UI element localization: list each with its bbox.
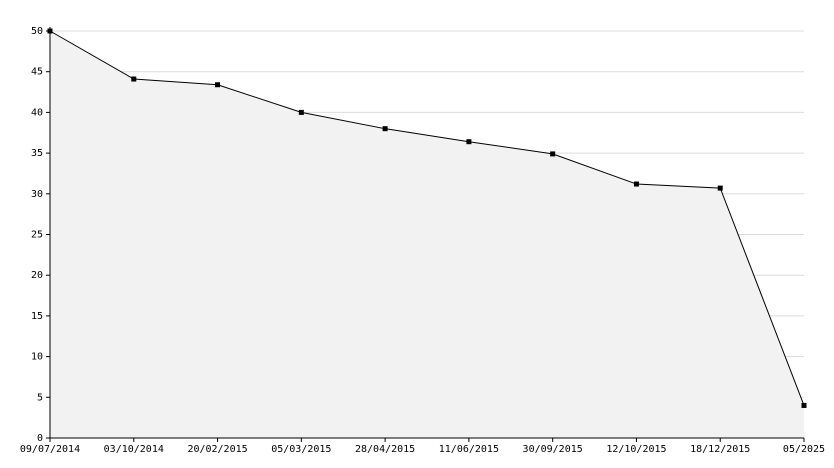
y-tick-label: 20 — [31, 270, 43, 281]
marker — [717, 185, 723, 191]
y-tick-label: 35 — [31, 148, 43, 159]
area-fill — [50, 31, 804, 438]
marker — [215, 82, 221, 88]
marker — [550, 151, 556, 157]
x-tick-label: 30/09/2015 — [523, 444, 583, 455]
marker — [466, 139, 472, 145]
x-tick-label: 18/12/2015 — [690, 444, 750, 455]
x-tick-label: 11/06/2015 — [439, 444, 499, 455]
y-tick-label: 5 — [37, 392, 43, 403]
y-tick-label: 45 — [31, 67, 43, 78]
y-tick-label: 0 — [37, 433, 43, 444]
marker — [633, 181, 639, 187]
x-tick-label: 20/02/2015 — [187, 444, 247, 455]
y-tick-label: 30 — [31, 189, 43, 200]
y-tick-label: 50 — [31, 26, 43, 37]
x-tick-label: 09/07/2014 — [20, 444, 80, 455]
marker — [131, 76, 137, 82]
x-tick-label: 05/2025 — [783, 444, 825, 455]
line — [49, 30, 805, 406]
x-tick-label: 03/10/2014 — [104, 444, 164, 455]
marker — [801, 402, 807, 408]
y-tick-label: 25 — [31, 230, 43, 241]
marker — [298, 109, 304, 115]
x-tick-label: 05/03/2015 — [271, 444, 331, 455]
y-tick-label: 15 — [31, 311, 43, 322]
x-tick-label: 28/04/2015 — [355, 444, 415, 455]
y-tick-label: 10 — [31, 352, 43, 363]
y-tick-label: 40 — [31, 107, 43, 118]
marker — [382, 126, 388, 132]
x-tick-label: 12/10/2015 — [606, 444, 666, 455]
